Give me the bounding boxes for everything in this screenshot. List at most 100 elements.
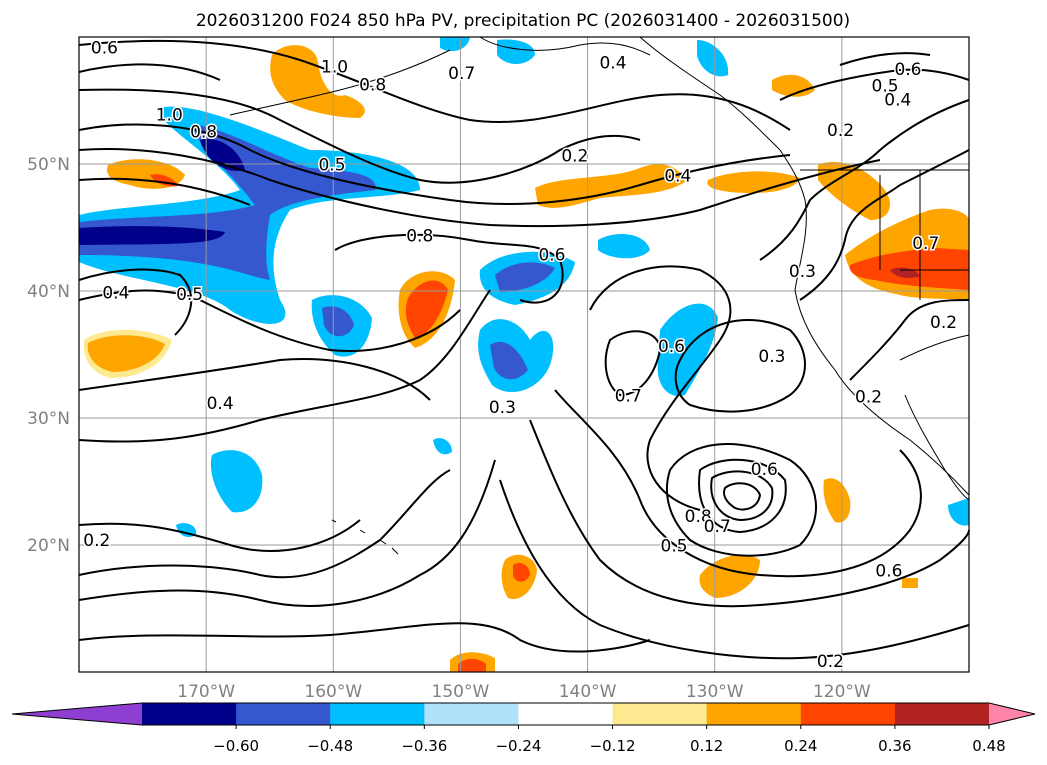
map-panel: 0.61.00.80.70.4 0.60.50.41.00.8 0.20.5 0.20… <box>78 36 970 673</box>
longitude-tick-label: 120°W <box>813 682 871 702</box>
negative-precip-area <box>490 341 528 380</box>
colorbar-tick-label: 0.24 <box>784 737 817 755</box>
pv-contour <box>78 148 881 228</box>
contour-label: 0.3 <box>489 398 516 418</box>
pv-contour <box>78 459 496 607</box>
contour-label: 0.6 <box>751 460 778 480</box>
contour-label: 0.8 <box>406 226 433 246</box>
pv-contour <box>839 52 931 66</box>
border-us-mexico <box>899 334 970 361</box>
pv-contour <box>78 469 451 579</box>
contour-label: 0.4 <box>207 394 234 414</box>
pv-contour <box>554 389 922 578</box>
negative-precip-area <box>697 40 729 77</box>
pv-contour <box>334 233 564 304</box>
colorbar-tick-label: −0.12 <box>590 737 636 755</box>
negative-precip-area <box>210 450 263 513</box>
state-borders <box>879 170 969 300</box>
pv-contour <box>78 268 193 336</box>
contour-label: 0.2 <box>817 652 844 672</box>
negative-precip-area <box>598 234 650 259</box>
precipitation-shading <box>79 37 969 672</box>
negative-precip-area <box>497 39 535 65</box>
longitude-tick-label: 160°W <box>304 682 362 702</box>
contour-label: 0.6 <box>894 60 921 80</box>
pv-contour <box>78 39 791 131</box>
latitude-tick-label: 20°N <box>27 536 70 556</box>
colorbar-bin <box>424 703 519 725</box>
contour-label: 0.7 <box>912 234 939 254</box>
colorbar-bin <box>800 703 896 725</box>
contour-label: 0.2 <box>561 146 588 166</box>
contour-label: 0.3 <box>789 262 816 282</box>
contour-label: 0.3 <box>758 347 785 367</box>
longitude-tick-label: 130°W <box>686 682 744 702</box>
latitude-tick-labels: 20°N 30°N 40°N 50°N <box>27 155 70 556</box>
contour-label: 0.8 <box>685 507 712 527</box>
pv-contour <box>78 519 361 552</box>
coastline-north-america <box>639 36 970 496</box>
pv-contour <box>529 419 970 608</box>
contour-label: 0.7 <box>615 386 642 406</box>
colorbar-extend-high <box>989 703 1035 725</box>
pv-contour <box>589 265 732 511</box>
positive-precip-area <box>458 658 486 672</box>
pv-contour <box>674 319 806 413</box>
contour-label: 0.6 <box>875 562 902 582</box>
pv-contour <box>78 123 791 206</box>
positive-precip-area <box>902 578 918 588</box>
colorbar-bin <box>894 703 990 725</box>
colorbar-tick-label: −0.36 <box>401 737 447 755</box>
negative-precip-area <box>322 306 354 337</box>
colorbar-tick-label: −0.24 <box>495 737 541 755</box>
latitude-tick-label: 40°N <box>27 282 70 302</box>
pv-contour <box>78 358 431 401</box>
pv-contour <box>78 622 651 653</box>
negative-precip-area <box>495 262 555 292</box>
pv-contour <box>78 177 251 206</box>
colorbar-bin <box>612 703 708 725</box>
contour-label: 0.2 <box>930 313 957 333</box>
pv-contour <box>779 68 970 101</box>
pv-contour <box>78 289 461 352</box>
colorbar-tick-label: 0.48 <box>972 737 1005 755</box>
contour-label: 0.2 <box>827 121 854 141</box>
longitude-tick-label: 170°W <box>177 682 235 702</box>
contour-label: 0.6 <box>658 337 685 357</box>
contour-label: 0.5 <box>176 285 203 305</box>
positive-precip-area <box>270 45 365 118</box>
pv-contour <box>723 482 762 511</box>
positive-precip-area <box>535 164 685 208</box>
latitude-tick-label: 30°N <box>27 409 70 429</box>
pv-contour <box>698 458 787 534</box>
contour-label: 0.7 <box>704 517 731 537</box>
coastline-aleutians <box>229 49 451 116</box>
pv-contour <box>710 470 774 522</box>
negative-precip-area <box>948 498 969 526</box>
colorbar-tick-label: −0.48 <box>307 737 353 755</box>
contour-label: 1.0 <box>321 57 348 77</box>
pv-contours <box>78 39 970 660</box>
colorbar-bin <box>236 703 331 725</box>
pv-contour-labels: 0.61.00.80.70.4 0.60.50.41.00.8 0.20.5 0.20… <box>82 37 959 673</box>
positive-precip-area <box>818 161 890 220</box>
pv-contour <box>665 443 817 557</box>
hawaii-islands <box>331 519 399 555</box>
contour-label: 0.5 <box>318 155 345 175</box>
longitude-tick-label: 140°W <box>559 682 617 702</box>
contour-label: 0.5 <box>661 536 688 556</box>
pv-contour <box>499 479 970 660</box>
negative-precip-area <box>79 226 225 245</box>
contour-label: 0.8 <box>190 122 217 142</box>
colorbar-tick-label: 0.12 <box>690 737 723 755</box>
colorbar-bin <box>330 703 425 725</box>
coastlines <box>229 36 970 555</box>
pv-contour <box>78 289 491 443</box>
negative-precip-area <box>433 438 452 455</box>
contour-label: 0.4 <box>599 54 626 74</box>
contour-label: 0.2 <box>855 388 882 408</box>
contour-label: 0.4 <box>102 284 129 304</box>
positive-precip-area <box>405 280 448 338</box>
map-title: 2026031200 F024 850 hPa PV, precipitatio… <box>196 11 850 31</box>
negative-precip-area <box>657 303 718 396</box>
